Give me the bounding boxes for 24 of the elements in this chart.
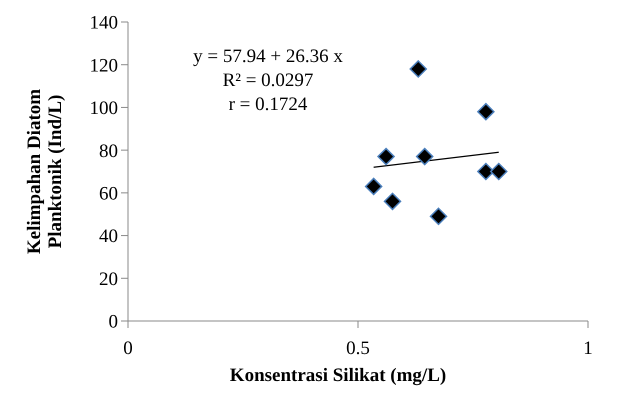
y-tick-label: 100: [90, 98, 118, 120]
annotation: R² = 0.0297: [222, 70, 314, 91]
y-tick-label: 120: [90, 55, 118, 76]
y-tick-label: 140: [90, 12, 118, 34]
y-tick-label: 40: [99, 226, 118, 248]
point: [477, 102, 495, 120]
annotation: r = 0.1724: [228, 94, 308, 115]
y-axis-title: Kelimpahan Diatom Planktonik (Ind/L): [24, 88, 66, 254]
y-tick-label: 20: [99, 268, 118, 290]
point: [384, 192, 402, 210]
x-axis-title: Konsentrasi Silikat (mg/L): [230, 365, 446, 386]
x-tick-label: 1: [583, 338, 593, 359]
x-tick-label: 0: [123, 338, 133, 359]
x-tick-label: 0.5: [346, 338, 370, 359]
y-tick-label: 0: [108, 312, 118, 333]
point: [430, 208, 448, 226]
point: [377, 148, 395, 166]
point: [416, 148, 434, 166]
annotation: y = 57.94 + 26.36 x: [193, 46, 344, 67]
y-tick-label: 80: [99, 140, 118, 162]
y-tick-label: 60: [99, 184, 118, 205]
point: [364, 178, 382, 196]
point: [490, 162, 508, 180]
point: [410, 60, 428, 78]
